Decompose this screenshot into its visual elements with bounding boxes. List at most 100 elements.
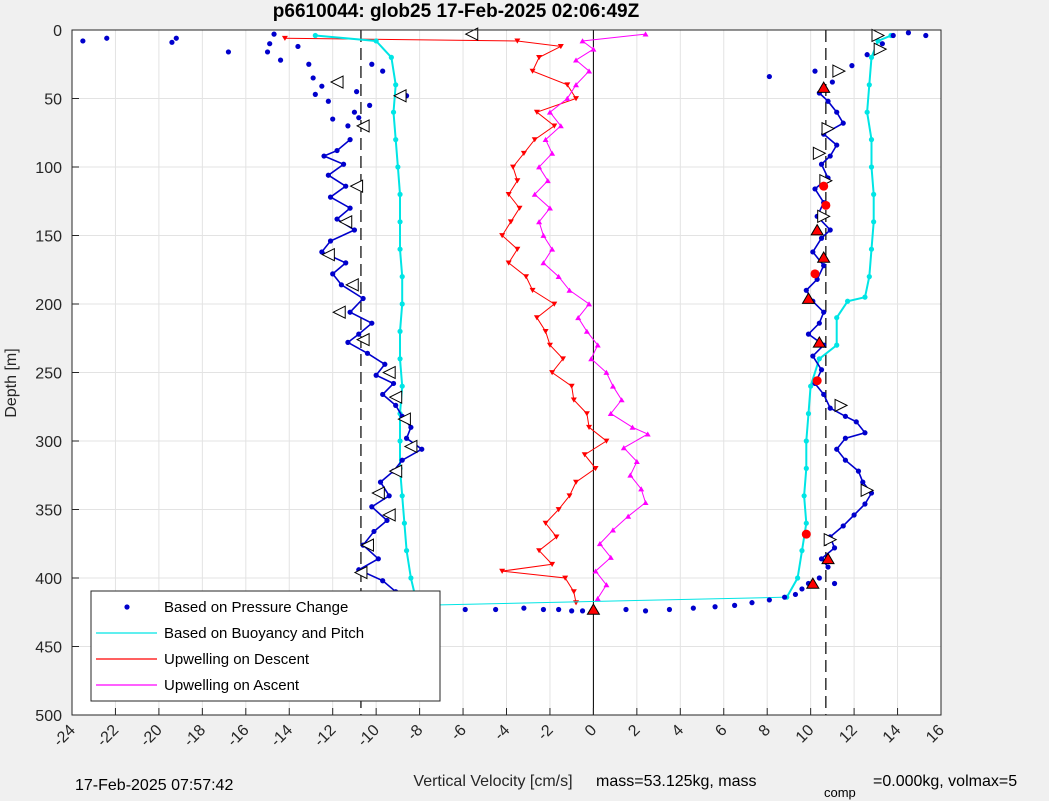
pressure-point xyxy=(334,147,340,154)
pressure-point xyxy=(842,435,849,441)
pressure-point xyxy=(295,43,301,50)
buoyancy-point xyxy=(373,38,379,44)
ascent-point xyxy=(633,458,640,464)
series-layer xyxy=(80,27,929,615)
buoyancy-point xyxy=(390,109,397,115)
pressure-point xyxy=(367,102,373,108)
pressure-point xyxy=(351,227,358,233)
open-triangle-marker xyxy=(817,209,831,224)
y-tick-label: 150 xyxy=(35,229,62,246)
descent-point xyxy=(529,287,536,293)
pressure-point xyxy=(334,216,340,222)
descent-point xyxy=(586,424,593,430)
pressure-point xyxy=(327,194,334,200)
pressure-point xyxy=(821,309,827,315)
pressure-point xyxy=(345,339,351,345)
ascent-point xyxy=(540,260,547,266)
pressure-point xyxy=(853,419,859,425)
ascent-point xyxy=(642,499,649,506)
descent-point xyxy=(536,55,543,61)
pressure-point xyxy=(330,271,336,277)
pressure-point xyxy=(325,172,331,178)
ascent-point xyxy=(588,356,595,362)
legend-entry: Based on Pressure Change xyxy=(124,599,348,616)
y-tick-label: 250 xyxy=(35,366,62,383)
y-tick-label: 500 xyxy=(35,708,62,725)
pressure-point xyxy=(312,91,318,97)
buoyancy-point xyxy=(403,548,410,554)
pressure-point xyxy=(712,604,718,610)
ascent-point xyxy=(638,486,645,492)
ascent-point xyxy=(573,82,580,88)
ascent-point xyxy=(536,219,543,225)
pressure-point xyxy=(821,391,827,398)
pressure-point xyxy=(816,320,822,326)
buoyancy-point xyxy=(834,342,840,348)
pressure-point xyxy=(834,142,840,148)
buoyancy-point xyxy=(393,137,399,143)
pressure-point xyxy=(818,367,825,373)
pressure-point xyxy=(173,35,179,41)
ascent-point xyxy=(546,109,553,115)
red-dot-marker xyxy=(810,269,820,279)
series-buoyancy-pitch xyxy=(312,32,894,609)
pressure-point xyxy=(369,320,375,326)
descent-point xyxy=(573,96,580,102)
descent-point xyxy=(510,164,517,170)
ascent-point xyxy=(596,541,603,547)
pressure-point xyxy=(104,35,110,41)
pressure-point xyxy=(855,468,862,474)
open-triangle-marker xyxy=(329,75,344,89)
pressure-point xyxy=(890,32,896,39)
pressure-point xyxy=(380,68,386,74)
open-triangle-marker xyxy=(388,390,403,404)
open-triangle-marker xyxy=(371,486,385,500)
pressure-point xyxy=(384,517,390,524)
y-tick-label: 350 xyxy=(35,503,62,520)
descent-point xyxy=(546,342,553,348)
open-triangle-marker xyxy=(355,332,370,347)
pressure-point xyxy=(923,32,929,39)
descent-point xyxy=(568,383,575,389)
pressure-point xyxy=(810,353,816,359)
pressure-point xyxy=(818,556,825,562)
pressure-point xyxy=(849,63,855,69)
y-tick-label: 50 xyxy=(44,92,62,109)
pressure-point xyxy=(340,161,347,167)
open-triangle-marker xyxy=(360,538,374,552)
pressure-point xyxy=(818,235,825,241)
pressure-point xyxy=(851,512,857,518)
descent-point xyxy=(536,548,543,554)
descent-point xyxy=(505,192,512,198)
descent-point xyxy=(533,315,540,321)
buoyancy-point xyxy=(399,383,405,389)
pressure-point xyxy=(803,287,809,293)
pressure-point xyxy=(319,83,325,89)
pressure-point xyxy=(264,49,271,55)
ascent-point xyxy=(573,57,580,63)
pressure-point xyxy=(569,608,575,614)
buoyancy-point xyxy=(393,82,399,88)
ascent-point xyxy=(542,136,549,142)
pressure-point xyxy=(403,435,410,441)
descent-point xyxy=(592,466,599,472)
pressure-point xyxy=(860,479,866,485)
open-triangle-marker xyxy=(349,179,364,193)
pressure-point xyxy=(330,116,336,122)
ascent-point xyxy=(586,68,593,74)
descent-point xyxy=(570,397,577,403)
ascent-point xyxy=(625,513,632,519)
red-triangle-marker xyxy=(586,603,601,615)
y-tick-label: 400 xyxy=(35,571,62,588)
pressure-point xyxy=(327,238,334,244)
descent-point xyxy=(549,561,556,567)
pressure-point xyxy=(353,89,360,95)
pressure-point xyxy=(373,372,379,378)
pressure-point xyxy=(377,479,384,485)
ascent-point xyxy=(594,595,601,601)
pressure-point xyxy=(399,457,405,463)
buoyancy-point xyxy=(312,32,318,39)
pressure-point xyxy=(792,591,799,598)
pressure-point xyxy=(556,606,562,613)
descent-point xyxy=(564,82,571,88)
